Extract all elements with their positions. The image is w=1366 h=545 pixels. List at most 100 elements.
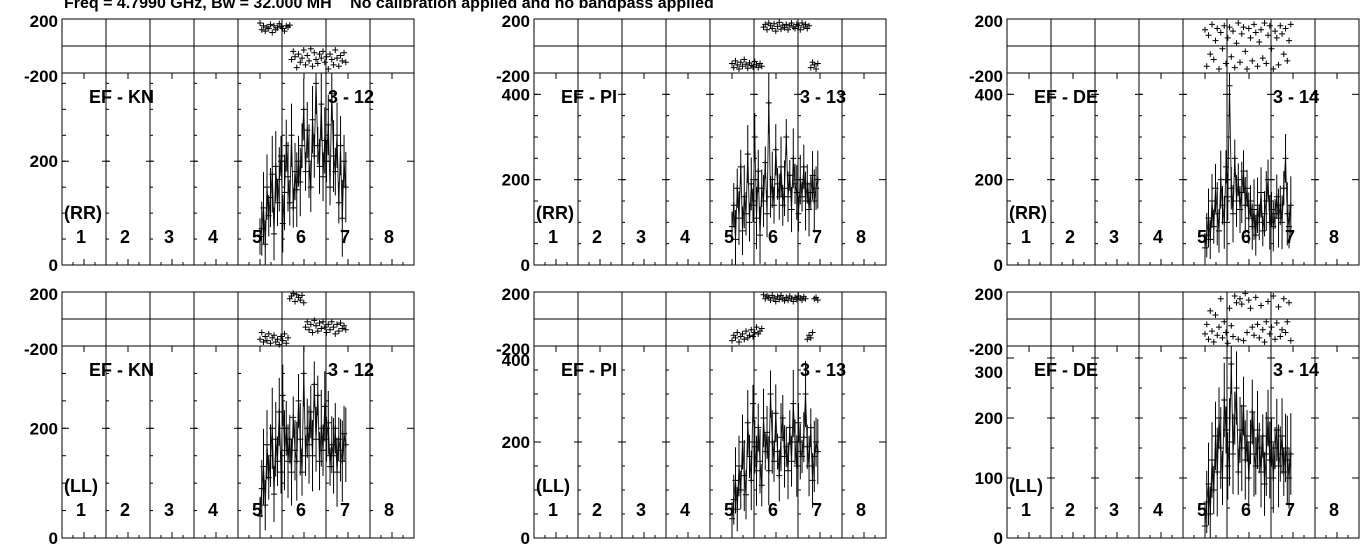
phase-point [265,25,272,32]
baseline-label: EF - KN [89,87,154,107]
amplitude-point [1256,219,1263,226]
channel-number-label: 4 [1153,227,1163,247]
amplitude-point [771,202,778,209]
amplitude-tick-label: 300 [975,363,1003,382]
amplitude-point [753,215,760,222]
phase-point [1219,45,1226,52]
channel-number-label: 7 [812,500,822,520]
phase-point [285,334,292,341]
amplitude-tick-label: 0 [521,256,530,275]
phase-point [1205,336,1212,343]
amplitude-point [299,142,306,149]
phase-point [1275,61,1282,68]
phase-point [1258,302,1265,309]
amplitude-point [313,436,320,443]
channel-number-label: 6 [1241,227,1251,247]
amplitude-point [1238,445,1245,451]
amplitude-point [279,392,286,399]
phase-point [292,298,299,305]
amplitude-point [1270,475,1277,481]
amplitude-point [771,458,778,465]
amplitude-tick-label: 400 [975,85,1003,104]
antenna-pair-label: 3 - 14 [1273,87,1319,107]
amplitude-point [334,132,341,139]
amplitude-point [786,424,793,431]
phase-point [1259,326,1266,333]
phase-point [741,56,748,63]
phase-point [792,25,799,32]
channel-number-label: 4 [680,500,690,520]
phase-point [746,332,753,339]
phase-point [311,317,318,324]
baseline-panel: 200 -200 0 200 EF - KN 3 - 12 (LL) 1 2 3 4 5 6 7 8 [24,285,415,545]
phase-point [1277,22,1284,29]
phase-point [732,334,739,341]
amplitude-point [1207,511,1214,517]
baseline-label: EF - PI [561,87,617,107]
phase-point [1282,25,1289,32]
amplitude-point [271,230,278,237]
amplitude-tick-label: 200 [30,152,58,171]
phase-point [729,60,735,67]
phase-point [772,28,779,35]
amplitude-point [286,199,293,206]
amplitude-point [730,202,737,209]
phase-point [799,20,806,27]
amplitude-point [300,106,307,113]
amplitude-point [342,184,349,191]
phase-tick-label: -200 [24,340,58,359]
phase-point [1240,337,1247,344]
amplitude-point [1233,385,1240,391]
phase-point [1284,318,1291,325]
phase-point [790,298,797,305]
phase-point [330,324,337,331]
phase-point [302,61,309,68]
amplitude-point [1279,219,1286,226]
channel-number-label: 1 [76,500,86,520]
phase-point [1270,65,1277,72]
channel-number-label: 8 [1329,500,1339,520]
phase-point [306,326,313,333]
phase-point [325,321,332,328]
phase-point [307,321,314,328]
amplitude-point [781,185,788,192]
amplitude-point [1258,189,1265,196]
channel-number-label: 6 [1241,500,1251,520]
phase-point [1202,330,1208,337]
amplitude-tick-label: 0 [994,256,1003,275]
phase-point [341,49,348,56]
phase-tick-label: -200 [969,340,1003,359]
phase-point [276,341,283,348]
amplitude-point [320,447,327,454]
phase-point [320,48,327,55]
phase-point [1237,295,1244,302]
amplitude-point [762,159,769,166]
phase-point [776,296,783,303]
phase-point [799,297,806,304]
phase-point [1235,20,1242,27]
amplitude-point [790,400,797,407]
phase-point [1203,63,1210,70]
amplitude-point [802,391,809,397]
phase-point [1235,336,1242,343]
phase-point [1216,324,1223,331]
phase-point [814,60,821,67]
amplitude-point [306,441,313,448]
amplitude-point [1287,451,1294,457]
channel-number-label: 8 [856,500,866,520]
phase-point [804,336,811,343]
amplitude-point [1235,176,1242,183]
phase-point [1212,37,1219,44]
phase-point [265,330,272,337]
channel-number-label: 6 [768,500,778,520]
amplitude-point [323,158,330,165]
amplitude-point [328,90,335,97]
amplitude-point [776,472,783,479]
channel-number-label: 3 [1109,227,1119,247]
amplitude-point [750,202,757,209]
amplitude-point [758,482,765,489]
antenna-pair-label: 3 - 12 [328,87,374,107]
amplitude-point [1245,215,1252,222]
channel-number-label: 2 [120,227,130,247]
phase-point [1217,29,1224,36]
